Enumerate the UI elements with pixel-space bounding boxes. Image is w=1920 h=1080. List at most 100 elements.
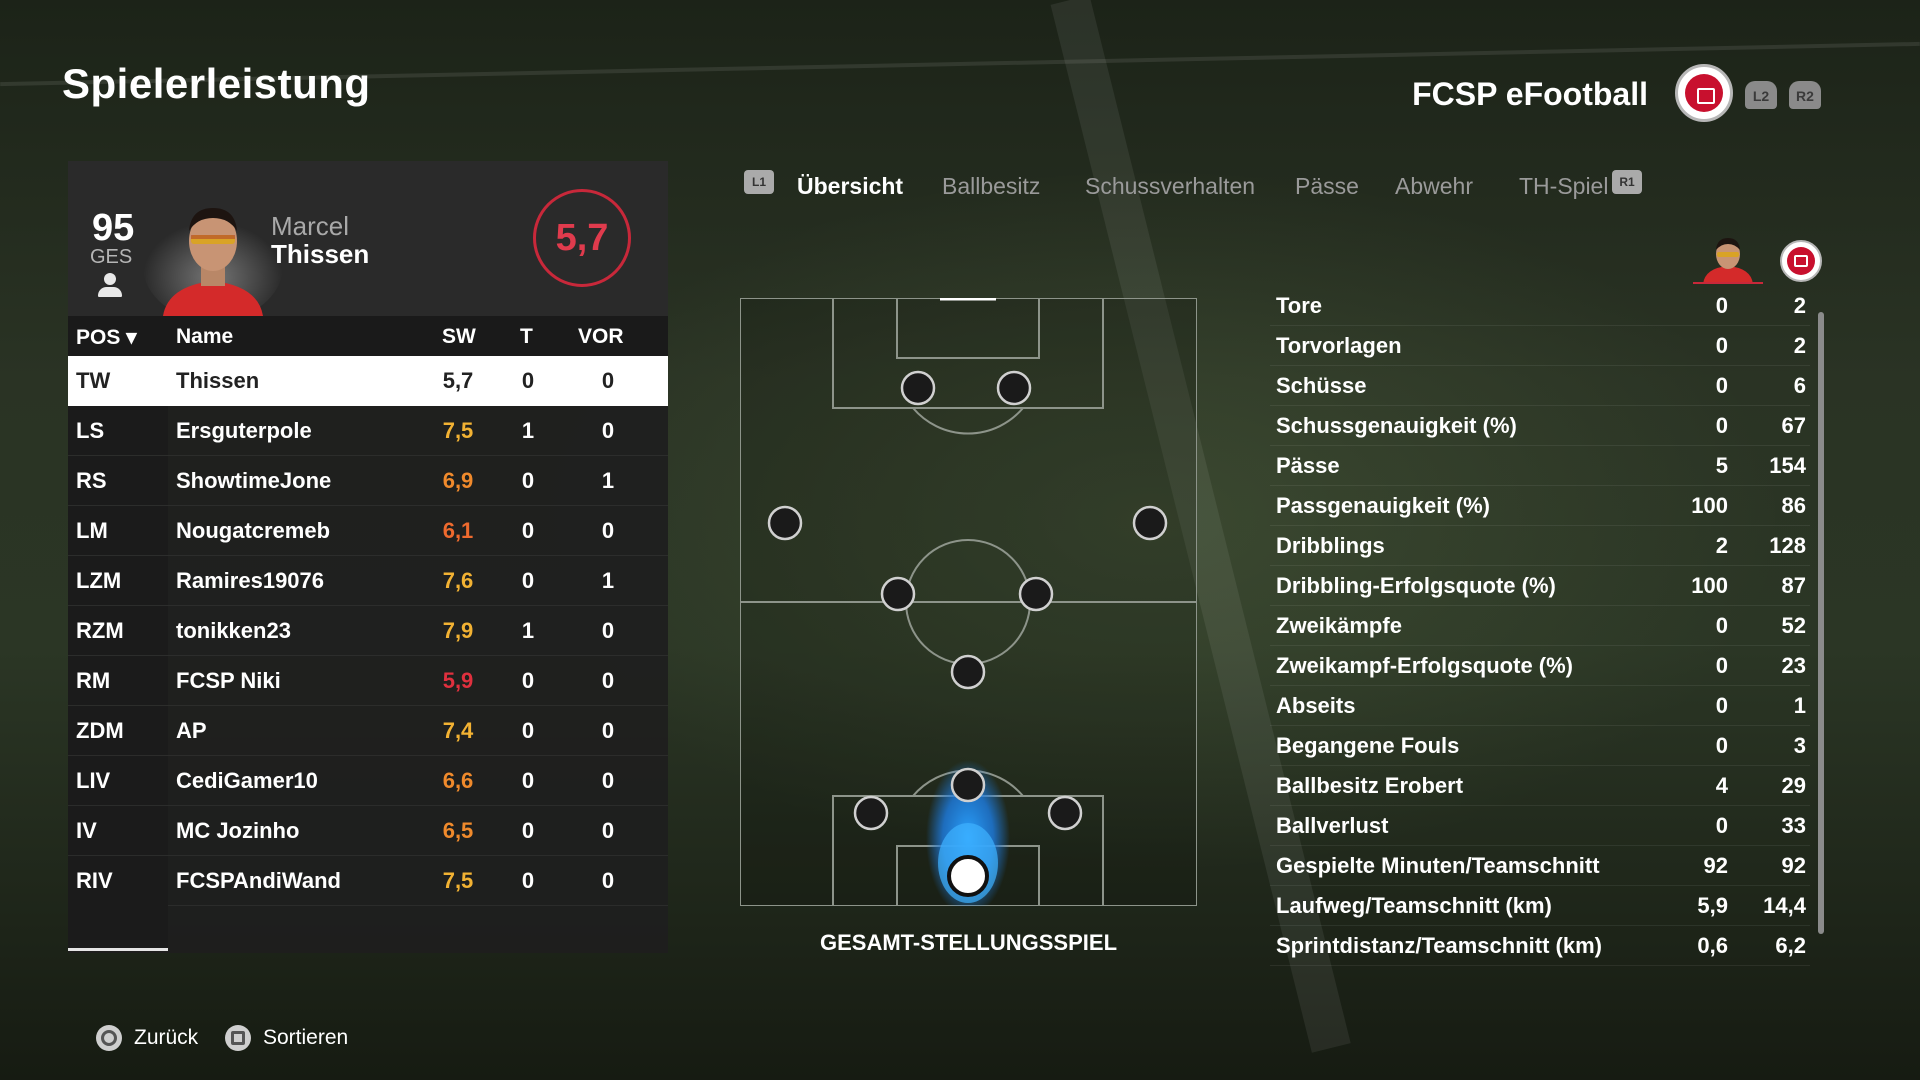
club-crest-icon [1675, 64, 1733, 122]
row-name: FCSP Niki [176, 668, 281, 693]
pitch-caption: GESAMT-STELLUNGSSPIEL [819, 930, 1118, 955]
table-row[interactable]: ZDM AP 7,4 0 0 [68, 706, 668, 756]
r1-bumper-icon[interactable]: R1 [1612, 170, 1642, 194]
row-position: LIV [68, 756, 168, 805]
row-name: ShowtimeJone [176, 468, 332, 493]
stat-row: Tore 0 2 [1270, 286, 1810, 326]
row-position: LS [68, 406, 168, 455]
row-position: TW [68, 356, 168, 405]
stat-row: Passgenauigkeit (%) 100 86 [1270, 486, 1810, 526]
stat-row: Dribblings 2 128 [1270, 526, 1810, 566]
row-goals: 0 [521, 568, 535, 593]
stat-label: Laufweg/Teamschnitt (km) [1276, 893, 1552, 918]
stat-row: Torvorlagen 0 2 [1270, 326, 1810, 366]
player-last-name: Thissen [271, 239, 370, 269]
stats-list: Tore 0 2 Torvorlagen 0 2 Schüsse 0 6 Schussgen… [1270, 286, 1810, 966]
back-label: Zurück [134, 1026, 199, 1049]
stat-label: Zweikampf-Erfolgsquote (%) [1276, 653, 1574, 678]
row-goals: 0 [521, 468, 535, 493]
selected-player-card: 95 GES Marcel Thissen 5,7 [68, 161, 668, 316]
row-rating: 5,7 [442, 368, 474, 393]
page-title: Spielerleistung [62, 60, 371, 107]
row-position: ZDM [68, 706, 168, 755]
row-name: Thissen [176, 368, 260, 393]
row-name: CediGamer10 [176, 768, 318, 793]
stat-team-value: 92 [1781, 853, 1806, 878]
stat-team-value: 128 [1769, 533, 1806, 558]
stat-label: Passgenauigkeit (%) [1276, 493, 1490, 518]
row-goals: 1 [521, 618, 535, 643]
table-row[interactable]: TW Thissen 5,7 0 0 [68, 356, 668, 406]
row-assists: 0 [601, 668, 615, 693]
row-name: FCSPAndiWand [176, 868, 341, 893]
row-name: Ramires19076 [176, 568, 325, 593]
row-goals: 0 [521, 718, 535, 743]
stats-scrollbar[interactable] [1818, 312, 1824, 934]
stat-row: Gespielte Minuten/Teamschnitt 92 92 [1270, 846, 1810, 886]
stat-team-value: 23 [1781, 653, 1806, 678]
stat-label: Ballbesitz Erobert [1276, 773, 1464, 798]
player-avatar-icon [1693, 238, 1763, 284]
tab-th-spiel[interactable]: TH-Spiel [1519, 173, 1609, 199]
sort-button[interactable]: Sortieren [225, 1025, 365, 1055]
r2-trigger-icon[interactable]: R2 [1789, 81, 1821, 109]
stat-player-value: 0 [1715, 813, 1728, 838]
row-rating: 6,9 [442, 468, 474, 493]
table-row[interactable]: IV MC Jozinho 6,5 0 0 [68, 806, 668, 856]
table-row[interactable]: RZM tonikken23 7,9 1 0 [68, 606, 668, 656]
table-row[interactable]: RS ShowtimeJone 6,9 0 1 [68, 456, 668, 506]
tab-schussverhalten[interactable]: Schussverhalten [1085, 173, 1256, 199]
row-rating: 6,6 [442, 768, 474, 793]
row-rating: 6,5 [442, 818, 474, 843]
stat-team-value: 3 [1793, 733, 1806, 758]
tab-paesse[interactable]: Pässe [1295, 173, 1359, 199]
stat-team-value: 87 [1781, 573, 1806, 598]
stat-player-value: 0 [1715, 613, 1728, 638]
stat-player-value: 0,6 [1697, 933, 1728, 958]
stat-player-value: 2 [1715, 533, 1728, 558]
stat-player-value: 0 [1715, 333, 1728, 358]
player-list-panel: 95 GES Marcel Thissen 5,7 POS ▾ Name SW … [68, 161, 668, 953]
row-goals: 0 [521, 368, 535, 393]
table-row[interactable]: RM FCSP Niki 5,9 0 0 [68, 656, 668, 706]
team-name: FCSP eFootball [1412, 76, 1648, 112]
stat-player-value: 100 [1691, 493, 1728, 518]
stat-row: Schussgenauigkeit (%) 0 67 [1270, 406, 1810, 446]
row-rating: 6,1 [442, 518, 474, 543]
tab-uebersicht[interactable]: Übersicht [797, 173, 904, 199]
stat-row: Zweikämpfe 0 52 [1270, 606, 1810, 646]
row-position: RS [68, 456, 168, 505]
table-row[interactable]: LM Nougatcremeb 6,1 0 0 [68, 506, 668, 556]
stat-label: Ballverlust [1276, 813, 1389, 838]
stat-row: Schüsse 0 6 [1270, 366, 1810, 406]
stat-team-value: 14,4 [1763, 893, 1806, 918]
row-position: RM [68, 656, 168, 705]
stat-team-value: 154 [1769, 453, 1806, 478]
positioning-heatmap [740, 298, 1197, 906]
table-row[interactable]: LZM Ramires19076 7,6 0 1 [68, 556, 668, 606]
tab-abwehr[interactable]: Abwehr [1395, 173, 1473, 199]
stat-team-value: 67 [1781, 413, 1806, 438]
back-button[interactable]: Zurück [96, 1025, 206, 1055]
stat-team-value: 1 [1793, 693, 1806, 718]
row-goals: 0 [521, 818, 535, 843]
stat-player-value: 4 [1715, 773, 1728, 798]
column-vor: VOR [578, 325, 624, 348]
stat-team-value: 52 [1781, 613, 1806, 638]
row-rating: 7,9 [442, 618, 474, 643]
l1-bumper-icon[interactable]: L1 [744, 170, 774, 194]
player-portrait [143, 208, 283, 316]
sort-label: Sortieren [263, 1026, 349, 1049]
table-row[interactable]: LS Ersguterpole 7,5 1 0 [68, 406, 668, 456]
l2-trigger-icon[interactable]: L2 [1745, 81, 1777, 109]
overall-value: 95 [92, 207, 135, 249]
match-rating: 5,7 [533, 189, 631, 287]
stat-player-value: 5,9 [1697, 893, 1728, 918]
column-pos-sort[interactable]: POS ▾ [76, 326, 137, 349]
stat-player-value: 0 [1715, 373, 1728, 398]
row-assists: 1 [601, 568, 615, 593]
row-name: Ersguterpole [176, 418, 312, 443]
table-row[interactable]: LIV CediGamer10 6,6 0 0 [68, 756, 668, 806]
tab-ballbesitz[interactable]: Ballbesitz [942, 173, 1041, 199]
row-goals: 0 [521, 518, 535, 543]
